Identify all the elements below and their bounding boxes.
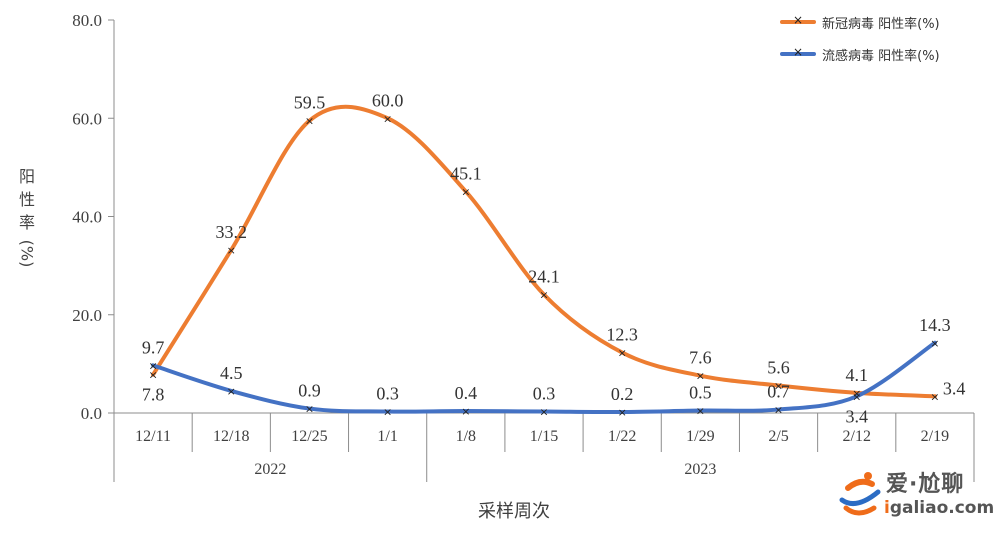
data-label: 0.7 xyxy=(767,382,790,402)
data-point-marker: × xyxy=(852,387,861,400)
legend-item-covid: × 新冠病毒 阳性率(%) xyxy=(780,6,996,38)
x-tick-label: 12/25 xyxy=(291,428,327,445)
data-point-marker: × xyxy=(774,379,783,392)
data-point-marker: × xyxy=(618,406,627,419)
y-tick-label: 40.0 xyxy=(72,208,102,227)
data-point-marker: × xyxy=(305,403,314,416)
legend-marker-flu-icon: × xyxy=(793,45,804,59)
legend-item-flu: × 流感病毒 阳性率(%) xyxy=(780,38,996,70)
data-label: 45.1 xyxy=(450,163,482,183)
data-point-marker: × xyxy=(852,390,861,403)
watermark: 爱·尬聊 igaliao.com xyxy=(838,466,998,528)
data-label: 14.3 xyxy=(919,315,951,335)
watermark-url-rest: galiao.com xyxy=(889,498,995,518)
x-tick-label: 2/19 xyxy=(921,428,949,445)
y-axis-label-glyph: 性 xyxy=(18,190,35,209)
y-axis-label: 阳性率 (%) xyxy=(13,165,41,268)
series-line-1 xyxy=(151,340,937,415)
data-point-marker: × xyxy=(618,347,627,360)
y-axis-label-glyph: 阳 xyxy=(18,167,35,186)
series-lines xyxy=(151,104,937,415)
data-point-marker: × xyxy=(305,115,314,128)
data-label: 4.5 xyxy=(220,363,243,383)
data-labels: 7.8 33.2 59.5 60.0 45.1 24.1 12.3 7.6 5.6 4.1 3.4 9… xyxy=(142,90,966,426)
y-tick-label: 80.0 xyxy=(72,11,102,30)
data-point-marker: × xyxy=(930,337,939,350)
x-year-label: 2022 xyxy=(254,461,286,478)
x-tick-label: 2/5 xyxy=(768,428,788,445)
x-tick-label: 12/11 xyxy=(135,428,171,445)
x-tick-label: 1/1 xyxy=(377,428,397,445)
watermark-title: 爱·尬聊 xyxy=(886,472,965,497)
y-tick-label: 60.0 xyxy=(72,109,102,128)
data-label: 0.3 xyxy=(533,384,556,404)
data-point-marker: × xyxy=(148,359,157,372)
data-point-marker: × xyxy=(930,390,939,403)
data-point-marker: × xyxy=(539,289,548,302)
data-label: 0.5 xyxy=(689,383,712,403)
data-label: 0.4 xyxy=(455,383,478,403)
data-point-marker: × xyxy=(227,244,236,257)
data-label: 0.3 xyxy=(376,384,399,404)
legend: × 新冠病毒 阳性率(%) × 流感病毒 阳性率(%) xyxy=(780,6,996,70)
x-tick-label: 2/12 xyxy=(843,428,871,445)
data-label: 12.3 xyxy=(606,325,638,345)
watermark-logo-icon xyxy=(839,472,881,516)
x-tick-label: 1/8 xyxy=(456,428,476,445)
data-point-marker: × xyxy=(461,185,470,198)
series-line-0 xyxy=(151,104,937,399)
data-label: 7.6 xyxy=(689,348,712,368)
chart-axes: 0.0 20.0 40.0 60.0 80.0 12/11 12/18 12/25 1/1 1/8… xyxy=(72,11,975,522)
watermark-url: igaliao.com xyxy=(884,498,994,518)
data-label: 3.4 xyxy=(845,406,868,426)
data-label: 5.6 xyxy=(767,357,790,377)
watermark-url-accent: i xyxy=(884,498,890,518)
legend-marker-covid-icon: × xyxy=(793,13,804,27)
series-markers: ××× ××××××× ×××× × × × × × ××× xyxy=(148,112,939,419)
legend-swatch-flu: × xyxy=(780,45,816,59)
data-label: 9.7 xyxy=(142,337,165,357)
y-tick-label: 20.0 xyxy=(72,306,102,325)
legend-label-covid: 新冠病毒 阳性率(%) xyxy=(822,16,940,32)
legend-label-flu: 流感病毒 阳性率(%) xyxy=(822,48,940,64)
data-label: 0.9 xyxy=(298,381,321,401)
y-axis-label-glyph: 率 xyxy=(18,213,35,232)
data-label: 59.5 xyxy=(294,93,326,113)
data-point-marker: × xyxy=(539,406,548,419)
data-label: 4.1 xyxy=(845,365,868,385)
data-point-marker: × xyxy=(461,405,470,418)
data-label: 60.0 xyxy=(372,90,404,110)
data-point-marker: × xyxy=(774,404,783,417)
data-point-marker: × xyxy=(696,370,705,383)
x-tick-label: 1/29 xyxy=(686,428,714,445)
data-label: 7.8 xyxy=(142,385,165,405)
data-point-marker: × xyxy=(696,405,705,418)
legend-swatch-covid: × xyxy=(780,13,816,27)
data-label: 33.2 xyxy=(216,222,248,242)
y-axis-label-glyph: (%) xyxy=(17,239,37,268)
x-axis-title: 采样周次 xyxy=(478,501,550,522)
data-point-marker: × xyxy=(227,385,236,398)
y-tick-label: 0.0 xyxy=(81,404,102,423)
data-point-marker: × xyxy=(148,369,157,382)
data-label: 24.1 xyxy=(528,267,560,287)
data-label: 3.4 xyxy=(943,378,966,398)
x-tick-label: 12/18 xyxy=(213,428,249,445)
data-point-marker: × xyxy=(383,112,392,125)
data-point-marker: × xyxy=(383,406,392,419)
x-year-label: 2023 xyxy=(684,461,716,478)
data-label: 0.2 xyxy=(611,384,634,404)
x-tick-label: 1/15 xyxy=(530,428,558,445)
x-tick-label: 1/22 xyxy=(608,428,636,445)
